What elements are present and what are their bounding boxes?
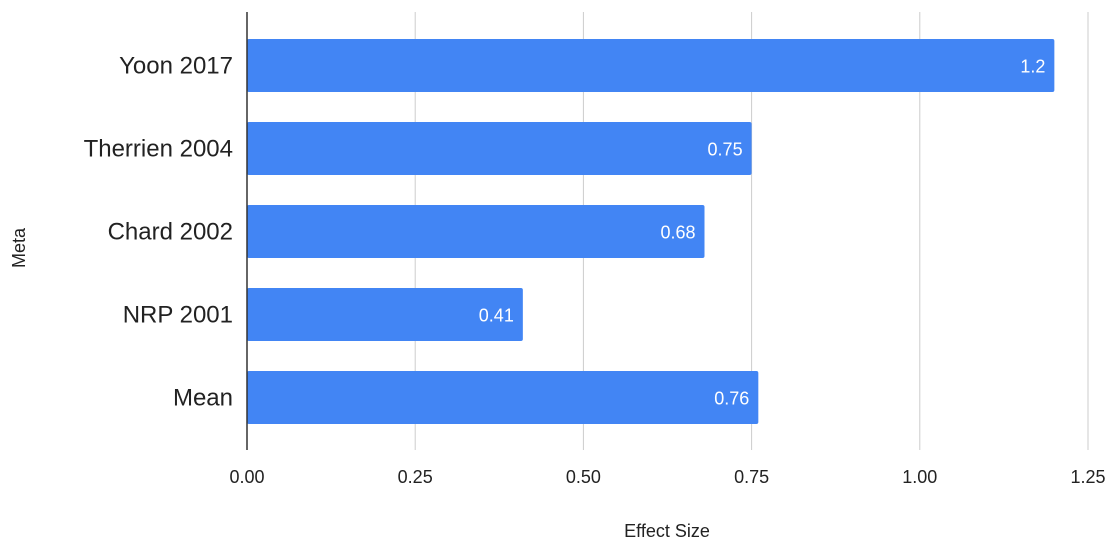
data-label: 0.76	[714, 389, 749, 409]
category-label: Chard 2002	[108, 219, 233, 246]
x-tick-label: 0.75	[734, 467, 769, 487]
data-labels: 1.2 0.75 0.68 0.41 0.76	[479, 57, 1046, 409]
bar	[247, 371, 759, 424]
bar	[247, 205, 705, 258]
data-label: 0.41	[479, 306, 514, 326]
x-tick-labels: 0.00 0.25 0.50 0.75 1.00 1.25	[229, 467, 1105, 487]
bars	[247, 39, 1055, 424]
x-axis-title: Effect Size	[624, 521, 710, 541]
y-axis-title: Meta	[9, 227, 29, 268]
x-tick-label: 0.50	[566, 467, 601, 487]
bar	[247, 288, 523, 341]
x-tick-label: 0.00	[229, 467, 264, 487]
category-label: Therrien 2004	[84, 136, 233, 163]
data-label: 0.68	[660, 223, 695, 243]
bar	[247, 122, 752, 175]
bar	[247, 39, 1055, 92]
data-label: 0.75	[708, 140, 743, 160]
category-label: Yoon 2017	[119, 53, 233, 80]
category-label: NRP 2001	[123, 302, 233, 329]
data-label: 1.2	[1020, 57, 1045, 77]
category-label: Mean	[173, 385, 233, 412]
x-tick-label: 0.25	[398, 467, 433, 487]
x-tick-label: 1.25	[1070, 467, 1105, 487]
x-tick-label: 1.00	[902, 467, 937, 487]
category-labels: Yoon 2017 Therrien 2004 Chard 2002 NRP 2001…	[84, 53, 233, 412]
